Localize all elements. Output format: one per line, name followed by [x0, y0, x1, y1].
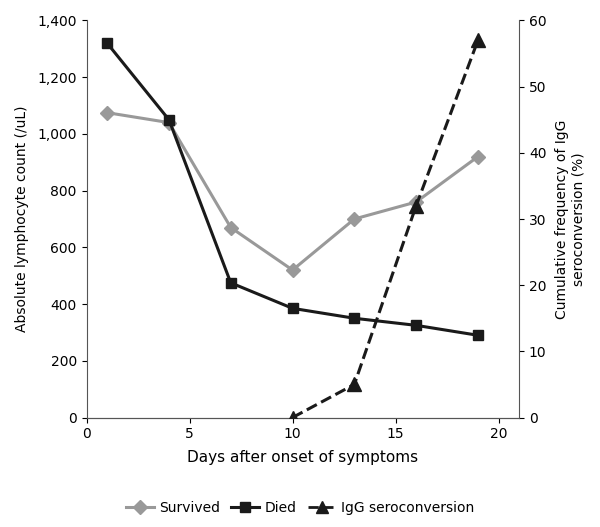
IgG seroconversion [351, 381, 358, 387]
Died [413, 322, 420, 328]
Died [289, 305, 296, 311]
Survived [227, 225, 235, 231]
Died [104, 40, 111, 46]
IgG seroconversion [413, 202, 420, 209]
Survived [413, 199, 420, 205]
IgG seroconversion [289, 414, 296, 421]
Y-axis label: Absolute lymphocyte count (/uL): Absolute lymphocyte count (/uL) [15, 106, 29, 332]
Line: Died: Died [102, 38, 483, 340]
Died [166, 116, 173, 123]
Survived [166, 120, 173, 126]
IgG seroconversion [475, 37, 482, 44]
Survived [289, 267, 296, 273]
Died [351, 315, 358, 321]
Y-axis label: Cumulative frequency of IgG
seroconversion (%): Cumulative frequency of IgG seroconversi… [555, 119, 585, 319]
Line: IgG seroconversion: IgG seroconversion [286, 33, 485, 424]
Legend: Survived, Died, IgG seroconversion: Survived, Died, IgG seroconversion [126, 501, 474, 515]
Survived [475, 153, 482, 160]
X-axis label: Days after onset of symptoms: Days after onset of symptoms [187, 450, 418, 465]
Died [475, 332, 482, 338]
Died [227, 280, 235, 286]
Line: Survived: Survived [102, 108, 483, 275]
Survived [104, 110, 111, 116]
Survived [351, 216, 358, 222]
